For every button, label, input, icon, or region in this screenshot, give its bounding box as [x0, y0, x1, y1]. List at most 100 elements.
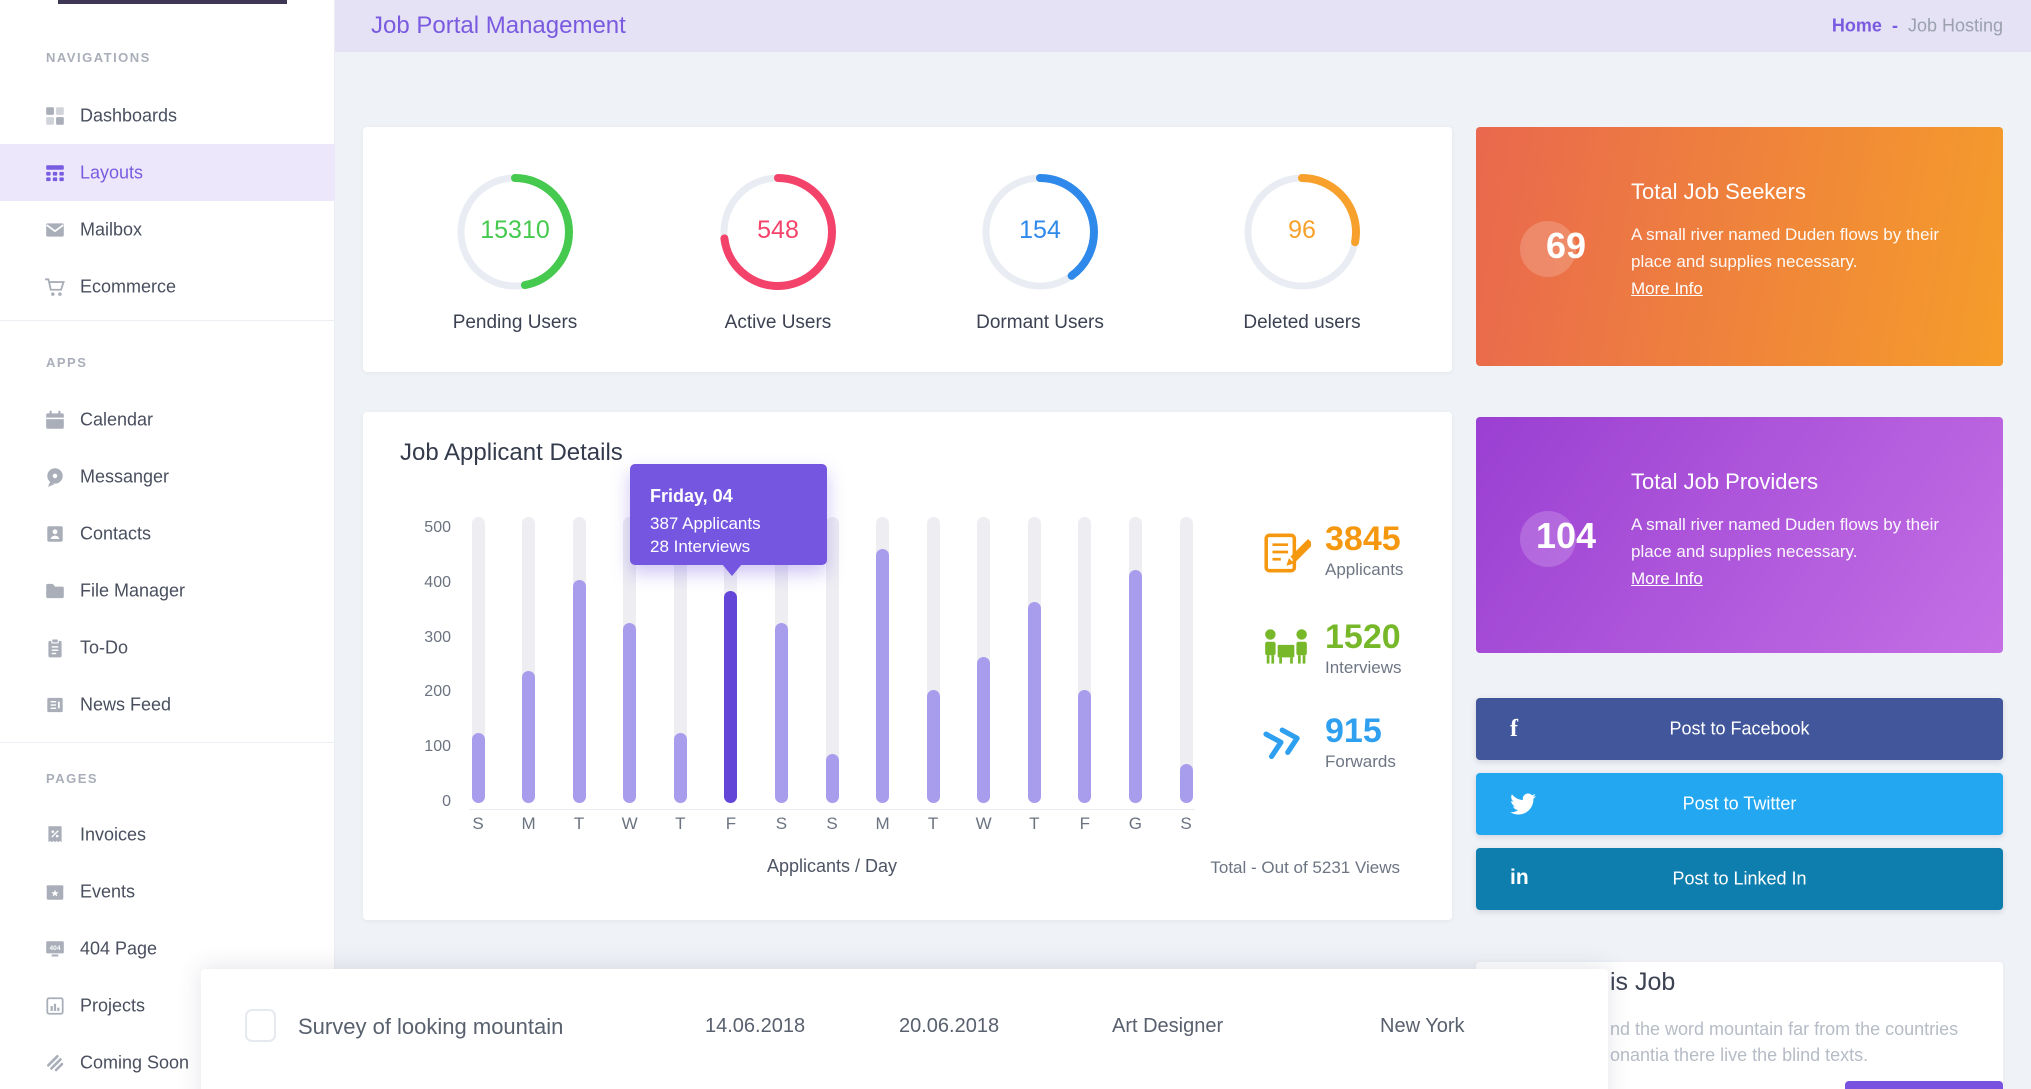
sidebar-item-dashboards[interactable]: Dashboards [0, 87, 335, 144]
bar[interactable] [471, 733, 485, 803]
dormant-users-donut: 154 Dormant Users [976, 170, 1104, 333]
providers-description: A small river named Duden flows by their… [1631, 511, 1961, 565]
post-to-facebook-label: Post to Facebook [1669, 718, 1810, 739]
sidebar-item-label: Contacts [80, 523, 152, 543]
x-axis-tick-label: F [1079, 814, 1090, 833]
job-description-text-fragment: nd the word mountain far from the countr… [1610, 1019, 1959, 1039]
x-axis-tick-label: T [927, 814, 939, 833]
job-description-action-button[interactable] [1845, 1081, 2003, 1089]
twitter-icon [1510, 791, 1537, 817]
bar[interactable] [522, 671, 536, 803]
sidebar-item-messanger[interactable]: Messanger [0, 448, 335, 505]
bar[interactable] [1128, 570, 1142, 803]
job-description-heading-fragment: is Job [1610, 968, 1676, 996]
row-title[interactable]: Survey of looking mountain [298, 1014, 564, 1039]
sidebar-item-coming-soon[interactable]: Coming Soon [0, 1034, 335, 1089]
breadcrumb-home-link[interactable]: Home [1831, 15, 1882, 36]
bar[interactable] [926, 690, 940, 803]
sidebar-item-ecommerce[interactable]: Ecommerce [0, 258, 335, 315]
job-description-text-fragment: onantia there live the blind texts. [1610, 1045, 1869, 1065]
pending-users-value: 15310 [480, 216, 550, 244]
bar[interactable] [1078, 690, 1092, 803]
sidebar-item-invoices[interactable]: Invoices [0, 806, 335, 863]
svg-text:404: 404 [49, 945, 60, 952]
active-users-value: 548 [757, 216, 799, 244]
y-axis-tick-label: 100 [424, 738, 451, 756]
x-axis-tick-label: S [1180, 814, 1192, 833]
seekers-description: A small river named Duden flows by their… [1631, 221, 1961, 275]
sidebar-item-layouts[interactable]: Layouts [0, 144, 335, 201]
file-manager-icon [44, 580, 66, 602]
y-axis-tick-label: 500 [424, 519, 451, 536]
sidebar-item-file-manager[interactable]: File Manager [0, 562, 335, 619]
bar[interactable] [572, 580, 586, 803]
sidebar-item-projects[interactable]: Projects [0, 977, 335, 1034]
bar[interactable] [623, 623, 637, 803]
linkedin-icon: in [1510, 866, 1529, 889]
sidebar-item-calendar[interactable]: Calendar [0, 391, 335, 448]
news-feed-icon [44, 694, 66, 716]
post-to-twitter-button[interactable]: Post to Twitter [1476, 773, 2003, 835]
sidebar-item-label: Events [80, 881, 136, 901]
user-stats-card: 15310 Pending Users 548 Active Users 154… [363, 127, 1452, 372]
sidebar-item-label: Messanger [80, 466, 170, 486]
providers-more-info-link[interactable]: More Info [1631, 569, 1703, 588]
bar[interactable] [774, 623, 788, 803]
applicants-value: 3845 [1325, 520, 1401, 558]
post-to-facebook-button[interactable]: f Post to Facebook [1476, 698, 2003, 760]
bar[interactable] [1027, 602, 1041, 803]
x-axis-tick-label: W [621, 814, 638, 833]
sidebar-section-navigations: NAVIGATIONS [46, 50, 151, 65]
sidebar-item-label: File Manager [80, 580, 186, 600]
invoices-icon [44, 824, 66, 846]
calendar-icon [44, 409, 66, 431]
y-axis-tick-label: 200 [424, 683, 451, 701]
forwards-icon [1261, 720, 1311, 770]
404-page-icon: 404 [44, 938, 66, 960]
interviews-icon [1261, 624, 1311, 674]
y-axis-tick-label: 400 [424, 573, 451, 591]
chart-total-caption: Total - Out of 5231 Views [1210, 858, 1400, 877]
post-to-linkedin-button[interactable]: in Post to Linked In [1476, 848, 2003, 910]
sidebar-item-label: 404 Page [80, 938, 158, 958]
bar[interactable] [977, 657, 991, 803]
sidebar-item-contacts[interactable]: Contacts [0, 505, 335, 562]
messanger-icon [44, 466, 66, 488]
tooltip-title: Friday, 04 [650, 486, 733, 506]
sidebar-item-label: Invoices [80, 824, 147, 844]
seekers-more-info-link[interactable]: More Info [1631, 279, 1703, 298]
total-job-seekers-card: 69 Total Job Seekers A small river named… [1476, 127, 2003, 366]
events-icon [44, 881, 66, 903]
sidebar-item-label: Calendar [80, 409, 154, 429]
breadcrumb-separator: - [1891, 15, 1898, 36]
bar[interactable] [1179, 764, 1193, 803]
chart-title: Job Applicant Details [400, 439, 623, 466]
tooltip-applicants: 387 Applicants [650, 514, 761, 533]
sidebar-divider [0, 320, 335, 321]
sidebar-item-to-do[interactable]: To-Do [0, 619, 335, 676]
bar[interactable] [673, 733, 687, 803]
deleted-users-label: Deleted users [1243, 312, 1361, 333]
sidebar-item-mailbox[interactable]: Mailbox [0, 201, 335, 258]
bar-highlighted[interactable] [724, 591, 738, 803]
row-checkbox[interactable] [245, 1009, 276, 1042]
coming-soon-icon [44, 1052, 66, 1074]
deleted-users-donut: 96 Deleted users [1240, 170, 1364, 333]
x-axis-tick-label: T [573, 814, 585, 833]
x-axis-tick-label: S [775, 814, 788, 833]
facebook-icon: f [1510, 716, 1518, 742]
ecommerce-icon [44, 276, 66, 298]
row-location: New York [1380, 1015, 1465, 1037]
bar[interactable] [825, 754, 839, 803]
deleted-users-value: 96 [1288, 216, 1316, 244]
sidebar-item-events[interactable]: Events [0, 863, 335, 920]
sidebar-item-news-feed[interactable]: News Feed [0, 676, 335, 733]
breadcrumb-current: Job Hosting [1907, 15, 2003, 36]
x-axis-tick-label: G [1128, 814, 1142, 833]
sidebar-item-label: To-Do [80, 637, 129, 657]
bar-track [471, 517, 485, 803]
sidebar-item-404-page[interactable]: 404 404 Page [0, 920, 335, 977]
bar[interactable] [876, 549, 890, 803]
header-bar: Job Portal Management Home - Job Hosting [335, 0, 2031, 52]
